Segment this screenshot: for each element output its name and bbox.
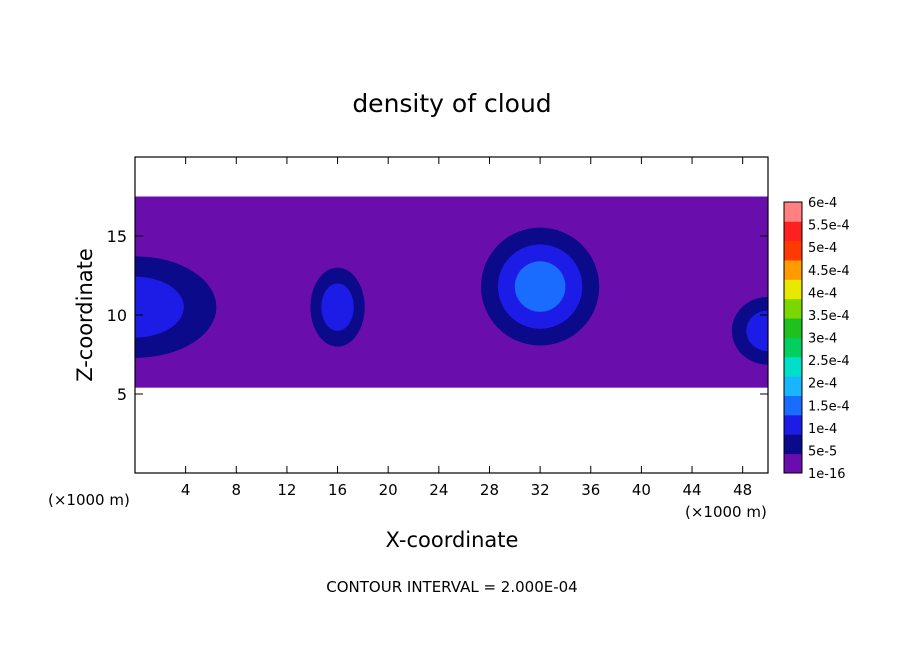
colorbar-label: 3e-4 bbox=[808, 332, 837, 347]
x-tick-label: 44 bbox=[682, 481, 701, 499]
colorbar-swatch bbox=[784, 434, 802, 455]
x-tick-label: 40 bbox=[632, 481, 651, 499]
colorbar-swatch bbox=[784, 414, 802, 435]
y-axis-label: Z-coordinate bbox=[73, 248, 97, 382]
colorbar-swatch bbox=[784, 395, 802, 416]
colorbar-swatch bbox=[784, 356, 802, 377]
colorbar-label: 2.5e-4 bbox=[808, 354, 850, 369]
x-tick-label: 4 bbox=[181, 481, 191, 499]
colorbar-label: 3.5e-4 bbox=[808, 309, 850, 324]
x-tick-label: 24 bbox=[429, 481, 448, 499]
contour-interval-note: CONTOUR INTERVAL = 2.000E-04 bbox=[326, 578, 577, 596]
colorbar-swatch bbox=[784, 298, 802, 319]
colorbar-swatch bbox=[784, 202, 802, 222]
y-tick-label: 15 bbox=[107, 227, 127, 246]
y-axis-ticks: 5 10 15 bbox=[107, 227, 768, 404]
colorbar-swatch bbox=[784, 240, 802, 261]
density-contour bbox=[514, 261, 566, 312]
x-tick-label: 48 bbox=[733, 481, 752, 499]
x-tick-label: 12 bbox=[277, 481, 296, 499]
x-tick-label: 20 bbox=[379, 481, 398, 499]
colorbar: 1e-16 5e-5 1e-4 1.5e-4 2e-4 2.5e-4 3e-4 3.5e-4 4… bbox=[783, 196, 850, 482]
colorbar-label: 6e-4 bbox=[808, 196, 837, 211]
colorbar-swatch bbox=[784, 260, 802, 280]
colorbar-swatch bbox=[784, 453, 802, 474]
density-contour bbox=[321, 283, 354, 331]
density-contour bbox=[746, 310, 768, 352]
x-unit-left: (×1000 m) bbox=[48, 491, 130, 509]
colorbar-swatch bbox=[784, 337, 802, 358]
colorbar-swatch bbox=[784, 318, 802, 338]
colorbar-swatch bbox=[784, 376, 802, 396]
y-tick-label: 10 bbox=[107, 306, 127, 325]
x-tick-label: 8 bbox=[232, 481, 242, 499]
colorbar-label: 4e-4 bbox=[808, 286, 837, 301]
colorbar-swatch bbox=[784, 279, 802, 300]
colorbar-label: 1.5e-4 bbox=[808, 399, 850, 414]
x-axis-label: X-coordinate bbox=[386, 528, 519, 552]
colorbar-label: 1e-4 bbox=[808, 422, 837, 437]
x-axis-ticks: 4 8 12 16 20 24 28 32 36 40 44 48 bbox=[181, 157, 752, 499]
chart-title: density of cloud bbox=[352, 89, 551, 118]
colorbar-frame bbox=[783, 201, 803, 474]
colorbar-label: 2e-4 bbox=[808, 377, 837, 392]
colorbar-label: 5.5e-4 bbox=[808, 219, 850, 234]
colorbar-label: 1e-16 bbox=[808, 467, 846, 482]
colorbar-swatch bbox=[784, 221, 802, 242]
x-tick-label: 32 bbox=[531, 481, 550, 499]
x-tick-label: 28 bbox=[480, 481, 499, 499]
x-tick-label: 16 bbox=[328, 481, 347, 499]
x-tick-label: 36 bbox=[581, 481, 600, 499]
density-contour bbox=[135, 276, 184, 338]
x-unit-right: (×1000 m) bbox=[685, 503, 767, 521]
colorbar-label: 5e-4 bbox=[808, 241, 837, 256]
y-tick-label: 5 bbox=[117, 385, 127, 404]
density-field bbox=[135, 196, 768, 388]
colorbar-label: 4.5e-4 bbox=[808, 264, 850, 279]
colorbar-label: 5e-5 bbox=[808, 444, 837, 459]
